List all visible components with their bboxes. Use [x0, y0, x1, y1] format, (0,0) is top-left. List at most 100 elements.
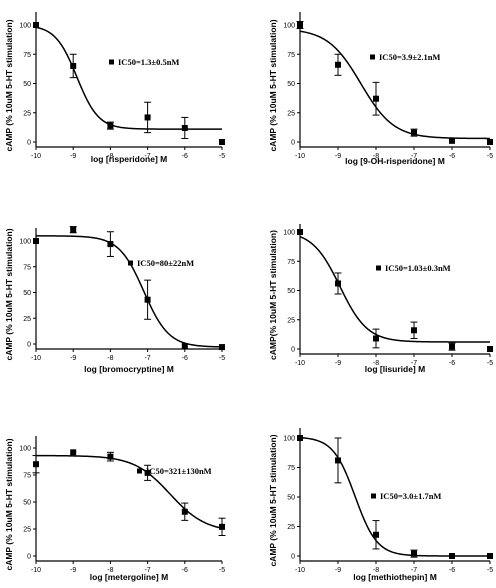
data-point: [144, 114, 151, 121]
data-point: [70, 449, 77, 456]
x-tick-label: -10: [31, 567, 41, 574]
chart-panel-2: 0 25 50 75 100 -10 -9 -8 -7 -6 -5 log [9-OH-risperi…: [268, 12, 493, 166]
data-point: [487, 139, 493, 145]
y-axis-label: cAMP (% 10uM 5-HT stimulation): [268, 19, 278, 151]
y-axis-label: cAMP (% 10uM 5-HT stimulation): [4, 438, 14, 570]
y-tick-label: 25: [287, 524, 295, 531]
data-point: [219, 344, 225, 351]
chart-panel-3: 0 25 50 75 100 -10 -9 -8 -7 -6 -5 log [bromocryptin…: [4, 226, 225, 374]
data-point: [297, 229, 303, 235]
y-tick-label: 50: [287, 288, 295, 295]
chart-panel-5: 0 25 50 75 100 -10 -9 -8 -7 -6 -5 log [metergoline]…: [4, 436, 226, 582]
x-tick-label: -10: [295, 567, 305, 574]
x-tick-label: -10: [31, 153, 41, 160]
data-point: [335, 61, 341, 68]
x-tick-label: -10: [295, 153, 305, 160]
fit-curve: [299, 30, 491, 140]
y-tick-label: 100: [283, 436, 295, 443]
x-tick-label: -8: [373, 360, 379, 367]
x-tick-label: -6: [449, 360, 455, 367]
data-point: [33, 461, 39, 468]
x-tick-label: -9: [335, 567, 341, 574]
data-point: [181, 343, 188, 350]
y-axis-label: cAMP (% 10uM 5-HT stimulation): [268, 434, 278, 566]
legend-marker: [128, 260, 133, 266]
legend-marker: [371, 493, 376, 499]
x-axis-label: log [9-OH-risperidone] M: [345, 156, 445, 166]
data-point: [70, 62, 77, 69]
data-point: [107, 241, 114, 248]
y-tick-label: 50: [23, 500, 31, 507]
x-tick-label: -10: [31, 355, 41, 362]
chart-panel-1: 0 25 50 75 100 -10 -9 -8 -7 -6 -5 log [risperidone]…: [4, 12, 225, 164]
x-tick-label: -8: [373, 153, 379, 160]
y-tick-label: 100: [19, 23, 31, 30]
fit-curve: [35, 454, 223, 529]
data-point: [411, 327, 417, 334]
y-tick-label: 25: [23, 316, 31, 323]
data-point: [373, 531, 379, 538]
legend-label: IC50=1.03±0.3nM: [385, 263, 451, 273]
legend-label: IC50=80±22nM: [137, 258, 194, 268]
legend-marker: [376, 265, 381, 271]
y-tick-label: 0: [291, 554, 295, 561]
data-point: [70, 226, 77, 233]
data-point: [411, 550, 417, 557]
fit-curve: [36, 235, 223, 348]
x-axis-label: log [bromocryptine] M: [84, 364, 174, 374]
data-point: [297, 22, 303, 28]
y-tick-label: 100: [19, 239, 31, 246]
y-tick-label: 75: [23, 264, 31, 271]
x-tick-label: -8: [107, 153, 113, 160]
fit-curve: [299, 235, 490, 343]
data-point: [181, 508, 188, 515]
x-tick-label: -5: [487, 360, 493, 367]
x-tick-label: -7: [411, 360, 417, 367]
x-tick-label: -6: [449, 567, 455, 574]
data-point: [181, 124, 188, 131]
legend-marker: [137, 468, 142, 474]
data-point: [107, 453, 114, 460]
data-point: [144, 296, 151, 303]
y-tick-label: 25: [287, 317, 295, 324]
x-tick-label: -7: [144, 153, 150, 160]
x-tick-label: -8: [373, 567, 379, 574]
x-tick-label: -5: [219, 567, 225, 574]
y-tick-label: 25: [23, 110, 31, 117]
x-tick-label: -8: [107, 567, 113, 574]
legend-label: IC50=3.0±1.7nM: [380, 491, 441, 501]
data-point: [33, 238, 39, 244]
x-tick-label: -8: [107, 355, 113, 362]
y-tick-label: 75: [287, 259, 295, 266]
legend-label: IC50=3.9±2.1nM: [379, 52, 440, 62]
y-tick-label: 75: [287, 52, 295, 59]
y-tick-label: 0: [27, 342, 31, 349]
legend-marker: [109, 59, 114, 65]
x-tick-label: -9: [70, 355, 76, 362]
x-tick-label: -6: [449, 153, 455, 160]
x-axis-label: log [methiothepin] M: [353, 572, 437, 582]
x-axis-label: log [risperidone] M: [91, 154, 168, 164]
x-axis-label: log [metergoline] M: [90, 572, 168, 582]
x-tick-label: -9: [70, 153, 76, 160]
data-point: [449, 553, 455, 559]
x-tick-label: -7: [144, 355, 150, 362]
y-tick-label: 75: [23, 52, 31, 59]
y-tick-label: 50: [23, 81, 31, 88]
y-tick-label: 0: [291, 347, 295, 354]
data-point: [449, 137, 455, 144]
y-axis-label: cAMP(% 10uM 5-HT stimulation): [268, 230, 278, 360]
y-tick-label: 50: [287, 81, 295, 88]
data-point: [487, 346, 493, 352]
x-tick-label: -9: [335, 153, 341, 160]
data-point: [487, 553, 493, 559]
x-tick-label: -7: [411, 567, 417, 574]
fit-curve: [299, 436, 490, 557]
data-point: [297, 435, 303, 441]
data-point: [373, 335, 379, 342]
x-tick-label: -7: [144, 567, 150, 574]
y-tick-label: 50: [23, 290, 31, 297]
data-point: [335, 280, 341, 287]
data-point: [449, 343, 455, 350]
y-tick-label: 25: [287, 110, 295, 117]
